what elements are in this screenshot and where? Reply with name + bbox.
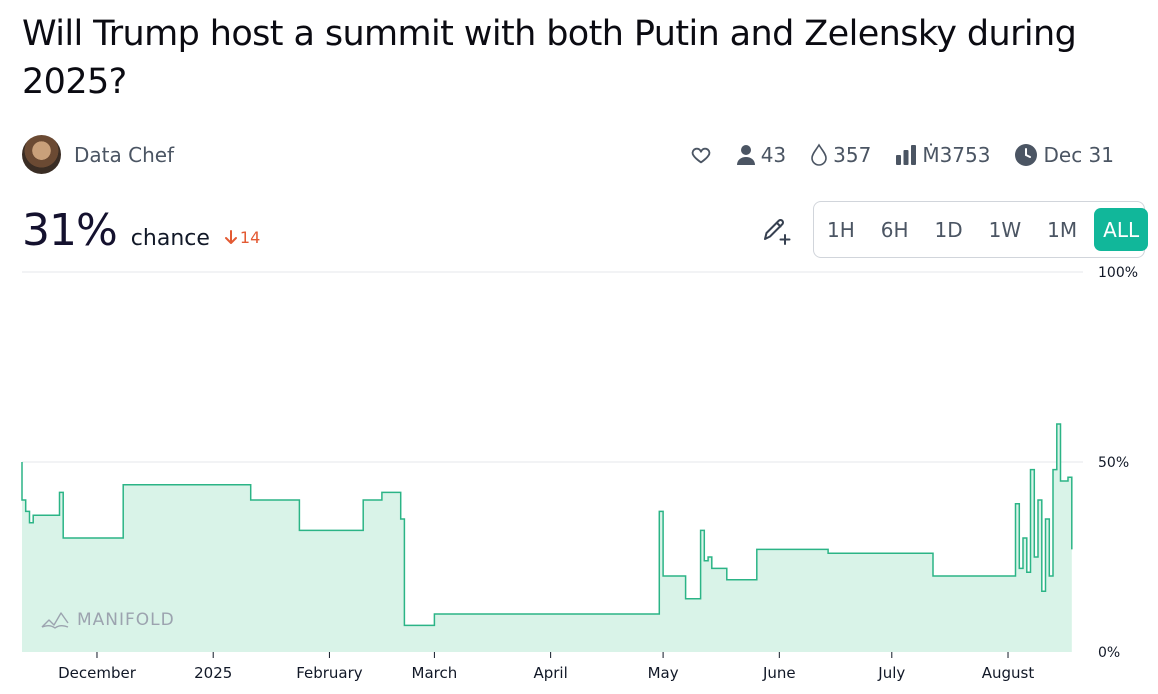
probability-display: 31% chance 14 [22, 205, 260, 256]
y-tick-label: 100% [1098, 265, 1138, 281]
x-tick-label: April [533, 664, 567, 682]
range-6h[interactable]: 6H [880, 217, 909, 242]
range-1h[interactable]: 1H [827, 217, 855, 242]
probability-change: 14 [224, 228, 260, 247]
range-1w[interactable]: 1W [988, 217, 1022, 242]
market-stats: 43 357 Ṁ3753 Dec 31 [666, 140, 1114, 170]
y-tick-label: 50% [1098, 455, 1129, 471]
y-tick-label: 0% [1098, 645, 1120, 661]
arrow-down-icon [224, 230, 237, 244]
author[interactable]: Data Chef [22, 135, 174, 174]
probability-value: 31% [22, 205, 118, 256]
liquidity-stat[interactable]: 357 [810, 143, 871, 167]
x-tick-label: June [762, 664, 796, 682]
droplet-icon [811, 143, 827, 166]
time-range-selector: 1H 6H 1D 1W 1M ALL [813, 201, 1149, 258]
liquidity-amount: 357 [833, 143, 872, 167]
traders-stat[interactable]: 43 [736, 143, 786, 167]
manifold-logo-icon [41, 612, 69, 629]
close-date-stat[interactable]: Dec 31 [1014, 143, 1114, 167]
pencil-plus-icon[interactable] [760, 215, 792, 247]
x-tick-label: July [877, 664, 905, 682]
x-tick-label: May [648, 664, 679, 682]
market-title: Will Trump host a summit with both Putin… [22, 14, 1077, 102]
volume-stat[interactable]: Ṁ3753 [895, 143, 990, 167]
user-icon [736, 145, 755, 165]
x-tick-label: December [58, 664, 137, 682]
manifold-watermark: MANIFOLD [40, 609, 175, 631]
traders-count: 43 [760, 143, 787, 167]
probability-line [21, 423, 1073, 627]
probability-area [22, 424, 1072, 652]
range-all[interactable]: ALL [1094, 208, 1149, 251]
probability-chart[interactable]: 100% 50% 0% December 2025 February March April M… [0, 262, 1158, 694]
close-date: Dec 31 [1043, 143, 1114, 167]
heart-icon[interactable] [690, 144, 712, 166]
range-1d[interactable]: 1D [934, 217, 963, 242]
x-tick-label: August [982, 664, 1035, 682]
x-tick-label: March [412, 664, 458, 682]
clock-icon [1015, 144, 1038, 166]
x-tick-label: 2025 [194, 664, 232, 682]
range-1m[interactable]: 1M [1047, 217, 1078, 242]
x-tick-label: February [296, 664, 363, 682]
probability-label: chance [130, 226, 210, 251]
author-name[interactable]: Data Chef [74, 142, 175, 167]
edit-button[interactable] [760, 215, 792, 247]
volume-amount: Ṁ3753 [922, 143, 991, 167]
change-value: 14 [239, 227, 261, 247]
avatar[interactable] [22, 135, 61, 174]
like-button[interactable] [690, 144, 712, 166]
bar-chart-icon [896, 145, 917, 165]
watermark-text: MANIFOLD [77, 610, 175, 630]
